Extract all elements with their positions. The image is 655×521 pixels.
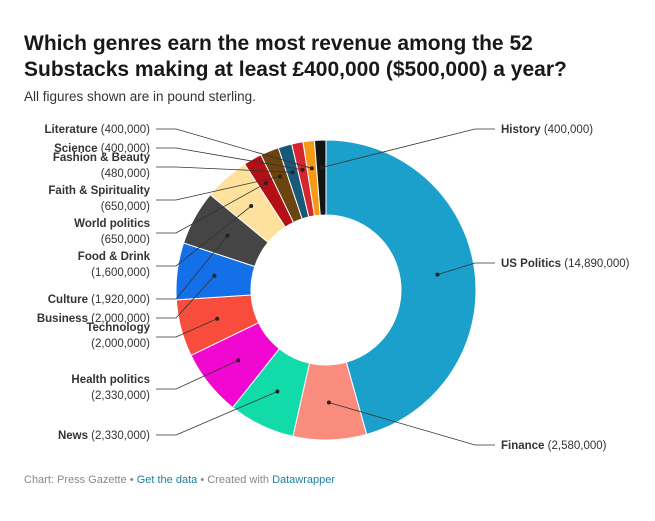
anchor-dot-health-politics bbox=[236, 358, 241, 363]
leader-line-business bbox=[156, 275, 215, 319]
leader-line-world-politics bbox=[156, 182, 267, 234]
anchor-dot-faith-and-spirituality bbox=[277, 174, 282, 179]
label-science: Science (400,000) bbox=[54, 143, 150, 155]
chart-subtitle: All figures shown are in pound sterling. bbox=[24, 89, 256, 104]
donut-slices bbox=[175, 139, 477, 441]
label-name: Business bbox=[37, 313, 88, 325]
leader-line-fashion-and-beauty bbox=[156, 166, 293, 173]
label-finance: Finance (2,580,000) bbox=[501, 440, 607, 452]
label-name: History bbox=[501, 124, 541, 136]
anchor-dot-business bbox=[212, 273, 217, 278]
footer-separator: • bbox=[129, 474, 134, 486]
label-value: (2,330,000) bbox=[91, 390, 150, 402]
source-credit: Chart: Press Gazette bbox=[24, 474, 127, 486]
label-name: US Politics bbox=[501, 258, 561, 270]
label-value: (2,000,000) bbox=[88, 313, 150, 325]
slice-labels: US Politics (14,890,000) Finance (2,580,0… bbox=[37, 124, 630, 452]
label-fashion-and-beauty: Fashion & Beauty (480,000) bbox=[53, 152, 151, 180]
anchor-dot-food-and-drink bbox=[249, 204, 254, 209]
label-us-politics: US Politics (14,890,000) bbox=[501, 258, 630, 270]
anchor-dot-fashion-and-beauty bbox=[290, 170, 295, 175]
anchor-dot-science bbox=[300, 167, 305, 172]
label-value: (2,000,000) bbox=[91, 338, 150, 350]
leader-line-news bbox=[156, 391, 278, 436]
label-value: (1,600,000) bbox=[91, 267, 150, 279]
label-food-and-drink: Food & Drink (1,600,000) bbox=[78, 251, 151, 279]
label-history: History (400,000) bbox=[501, 124, 593, 136]
leader-line-culture bbox=[156, 235, 228, 300]
slice-us-politics[interactable] bbox=[325, 139, 477, 436]
chart-footer: Chart: Press Gazette • Get the data • Cr… bbox=[24, 474, 335, 486]
leader-line-faith-and-spirituality bbox=[156, 176, 280, 201]
leader-line-health-politics bbox=[156, 359, 239, 390]
leader-line-technology bbox=[156, 318, 218, 338]
created-with-text: Created with bbox=[207, 474, 269, 486]
leader-line-us-politics bbox=[437, 262, 495, 275]
label-faith-and-spirituality: Faith & Spirituality (650,000) bbox=[48, 185, 150, 213]
label-name: Health politics bbox=[71, 374, 150, 386]
label-name: Culture bbox=[48, 294, 88, 306]
label-name: Finance bbox=[501, 440, 544, 452]
label-culture: Culture (1,920,000) bbox=[48, 294, 150, 306]
leader-line-history bbox=[321, 128, 495, 168]
label-value: (2,330,000) bbox=[88, 430, 150, 442]
anchor-dot-technology bbox=[215, 316, 220, 321]
label-literature: Literature (400,000) bbox=[45, 124, 151, 136]
label-value: (650,000) bbox=[101, 201, 150, 213]
label-value: (1,920,000) bbox=[88, 294, 150, 306]
anchor-dot-news bbox=[275, 389, 280, 394]
label-health-politics: Health politics (2,330,000) bbox=[71, 374, 150, 402]
leader-line-finance bbox=[328, 402, 495, 446]
anchor-dot-history bbox=[319, 165, 324, 170]
anchor-dot-world-politics bbox=[264, 181, 269, 186]
label-name: Technology bbox=[86, 322, 150, 334]
label-name: Faith & Spirituality bbox=[48, 185, 150, 197]
label-name: Fashion & Beauty bbox=[53, 152, 151, 164]
label-value: (480,000) bbox=[101, 168, 150, 180]
label-name: News bbox=[58, 430, 88, 442]
get-the-data-link[interactable]: Get the data bbox=[136, 474, 198, 486]
label-technology: Technology (2,000,000) bbox=[86, 322, 150, 350]
leader-line-food-and-drink bbox=[156, 205, 252, 267]
anchor-dot-finance bbox=[326, 400, 331, 405]
label-value: (14,890,000) bbox=[561, 258, 630, 270]
label-name: Food & Drink bbox=[78, 251, 151, 263]
donut-chart: US Politics (14,890,000) Finance (2,580,0… bbox=[37, 124, 630, 452]
label-business: Business (2,000,000) bbox=[37, 313, 150, 325]
footer-separator: • bbox=[200, 474, 205, 486]
label-news: News (2,330,000) bbox=[58, 430, 150, 442]
anchor-dot-culture bbox=[225, 233, 230, 238]
label-value: (400,000) bbox=[541, 124, 594, 136]
label-value: (650,000) bbox=[101, 234, 150, 246]
slice-history[interactable] bbox=[313, 139, 327, 216]
label-name: World politics bbox=[74, 218, 150, 230]
label-value: (400,000) bbox=[98, 124, 151, 136]
leader-line-literature bbox=[156, 128, 312, 169]
label-value: (400,000) bbox=[98, 143, 151, 155]
label-world-politics: World politics (650,000) bbox=[74, 218, 150, 246]
anchor-dot-literature bbox=[309, 166, 314, 171]
chart-title: Which genres earn the most revenue among… bbox=[24, 32, 567, 81]
datawrapper-link[interactable]: Datawrapper bbox=[272, 474, 336, 486]
label-value: (2,580,000) bbox=[544, 440, 606, 452]
anchor-dot-us-politics bbox=[435, 272, 440, 277]
label-name: Science bbox=[54, 143, 97, 155]
label-name: Literature bbox=[45, 124, 98, 136]
leader-lines bbox=[156, 128, 495, 446]
leader-line-science bbox=[156, 147, 303, 171]
